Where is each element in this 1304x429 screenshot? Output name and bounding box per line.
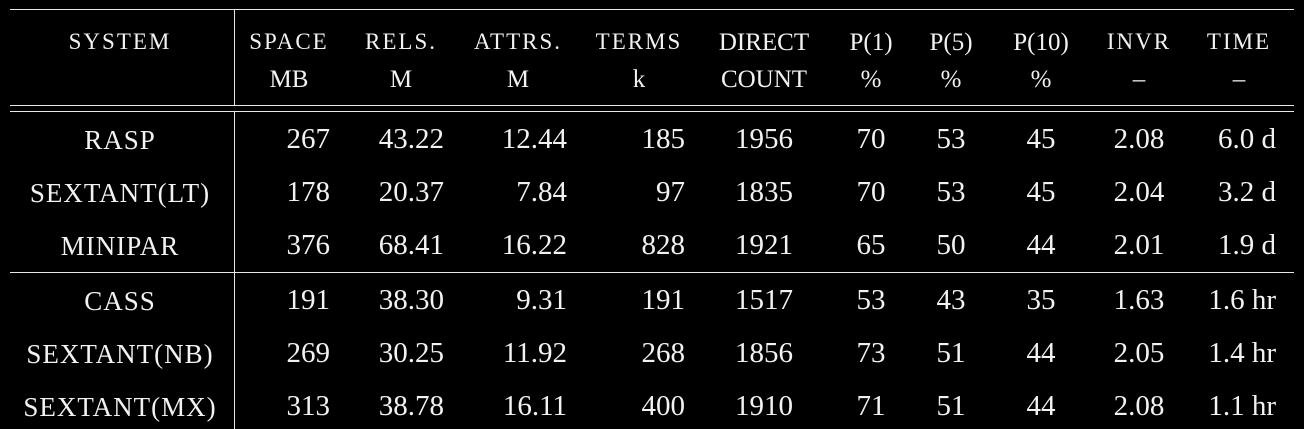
column-header-3: ATTRS. — [473, 29, 563, 54]
table-cell: 191 — [641, 284, 686, 316]
table-cell: 1956 — [735, 123, 793, 155]
table-cell: 38.30 — [378, 284, 444, 316]
table-cell: 7.84 — [516, 176, 567, 208]
table-cell: 44 — [1026, 390, 1056, 422]
column-header-5: DIRECT — [718, 29, 810, 56]
column-unit-5: COUNT — [720, 66, 808, 93]
table-cell: 51 — [936, 337, 966, 369]
table-cell: 2.04 — [1113, 176, 1165, 208]
system-name-cell: CASS — [84, 286, 156, 316]
table-cell: 44 — [1026, 337, 1056, 369]
column-header-6: P(1) — [849, 29, 893, 56]
top-rule — [10, 9, 1294, 10]
table-cell: 73 — [856, 337, 886, 369]
table-cell: 9.31 — [516, 284, 567, 316]
system-name-cell: RASP — [84, 125, 156, 155]
table-cell: 268 — [641, 337, 686, 369]
table-cell: 97 — [656, 176, 685, 208]
table-cell: 178 — [286, 176, 331, 208]
table-cell: 20.37 — [378, 176, 444, 208]
column-header-1: SPACE — [249, 29, 329, 54]
table-cell: 2.08 — [1113, 123, 1165, 155]
table-cell: 53 — [936, 176, 966, 208]
column-unit-1: MB — [269, 66, 309, 93]
table-cell: 6.0 d — [1218, 123, 1276, 155]
table-cell: 53 — [856, 284, 886, 316]
table-cell: 191 — [286, 284, 331, 316]
table-cell: 2.01 — [1113, 229, 1165, 261]
table-cell: 1856 — [735, 337, 793, 369]
table-cell: 1910 — [735, 390, 793, 422]
table-cell: 185 — [641, 123, 686, 155]
header-rule-upper — [10, 105, 1294, 106]
table-cell: 30.25 — [378, 337, 444, 369]
table-cell: 1835 — [735, 176, 793, 208]
column-divider-header — [234, 9, 235, 105]
column-unit-2: M — [389, 66, 413, 93]
column-header-2: RELS. — [365, 29, 437, 54]
table-cell: 51 — [936, 390, 966, 422]
table-cell: 1.1 hr — [1208, 390, 1276, 422]
column-header-7: P(5) — [929, 29, 973, 56]
table-cell: 43.22 — [378, 123, 444, 155]
table-cell: 2.05 — [1113, 337, 1165, 369]
table-cell: 43 — [936, 284, 966, 316]
header-rule-lower — [10, 111, 1294, 112]
table-cell: 828 — [641, 229, 686, 261]
table-cell: 16.11 — [502, 390, 567, 422]
table-cell: 1.4 hr — [1208, 337, 1276, 369]
table-cell: 45 — [1026, 176, 1056, 208]
system-name-cell: SEXTANT(LT) — [29, 178, 211, 208]
column-divider-body — [234, 111, 235, 429]
column-unit-3: M — [506, 66, 530, 93]
table-cell: 50 — [936, 229, 966, 261]
table-cell: 1.63 — [1113, 284, 1165, 316]
table-cell: 71 — [856, 390, 886, 422]
table-cell: 44 — [1026, 229, 1056, 261]
table-cell: 53 — [936, 123, 966, 155]
table-cell: 12.44 — [501, 123, 567, 155]
table-cell: 400 — [641, 390, 686, 422]
table-cell: 1921 — [735, 229, 793, 261]
table-cell: 65 — [856, 229, 886, 261]
column-header-9: INVR — [1106, 29, 1172, 54]
system-name-cell: MINIPAR — [60, 231, 180, 261]
column-header-8: P(10) — [1013, 29, 1069, 56]
table-cell: 38.78 — [378, 390, 444, 422]
table-cell: 70 — [856, 176, 886, 208]
table-cell: 1517 — [735, 284, 793, 316]
table-cell: 70 — [856, 123, 886, 155]
system-name-cell: SEXTANT(NB) — [26, 339, 214, 369]
table-cell: 3.2 d — [1218, 176, 1276, 208]
column-unit-10: – — [1232, 66, 1246, 93]
group-separator-rule — [10, 272, 1294, 273]
table-cell: 11.92 — [502, 337, 567, 369]
table-cell: 35 — [1026, 284, 1056, 316]
table-cell: 2.08 — [1113, 390, 1165, 422]
table-cell: 267 — [286, 123, 331, 155]
column-unit-8: % — [1030, 66, 1052, 93]
column-header-0: SYSTEM — [68, 29, 172, 54]
table-cell: 45 — [1026, 123, 1056, 155]
results-table: SYSTEM SPACE MB RELS. M ATTRS. M TERMS k DIRECT CO… — [10, 9, 1294, 429]
table-cell: 68.41 — [378, 229, 444, 261]
table-cell: 313 — [286, 390, 331, 422]
column-header-4: TERMS — [595, 29, 683, 54]
column-header-10: TIME — [1206, 29, 1272, 54]
column-unit-9: – — [1132, 66, 1146, 93]
table-cell: 1.9 d — [1218, 229, 1276, 261]
system-name-cell: SEXTANT(MX) — [23, 392, 217, 422]
table-cell: 269 — [286, 337, 331, 369]
table-cell: 376 — [286, 229, 331, 261]
table-cell: 1.6 hr — [1208, 284, 1276, 316]
column-unit-6: % — [860, 66, 882, 93]
column-unit-7: % — [940, 66, 962, 93]
column-unit-4: k — [632, 66, 646, 93]
table-cell: 16.22 — [501, 229, 567, 261]
